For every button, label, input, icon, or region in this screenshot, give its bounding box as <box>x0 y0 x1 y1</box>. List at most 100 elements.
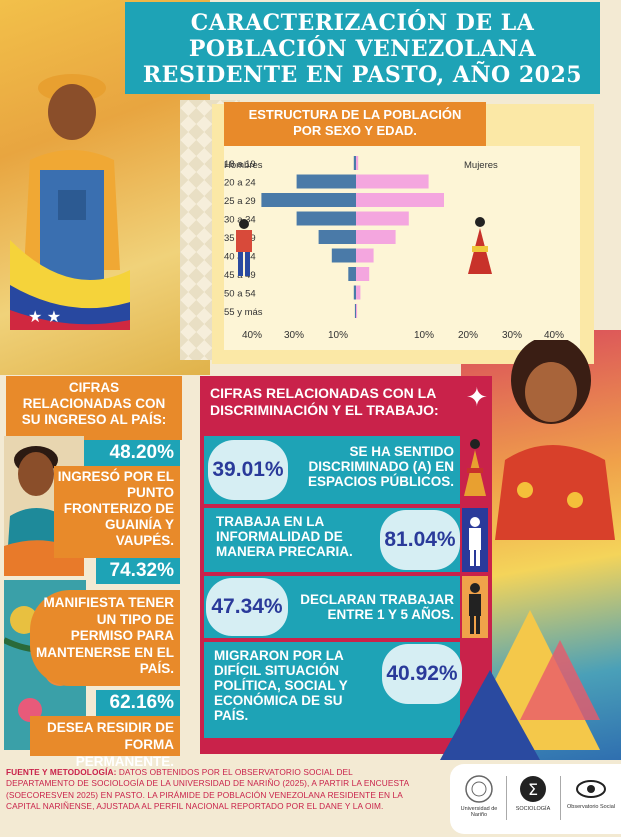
age-group-label: 25 a 29 <box>224 196 256 207</box>
x-tick-label: 40% <box>242 330 262 341</box>
x-tick-label: 10% <box>414 330 434 341</box>
informality-line-2: INFORMALIDAD DE <box>216 529 343 544</box>
entry-stat-2-line-2: UN TIPO DE <box>96 611 174 627</box>
age-group-label: 55 y más <box>224 307 263 318</box>
pyramid-title-line-1: ESTRUCTURA DE LA POBLACIÓN <box>248 107 462 122</box>
men-bar <box>296 174 356 189</box>
man-figure-icon <box>236 219 252 276</box>
entry-header-line-1: CIFRAS <box>68 380 120 395</box>
triangles-decoration <box>440 610 600 760</box>
svg-text:Σ: Σ <box>528 780 538 799</box>
university-seal-icon <box>465 775 493 803</box>
women-bar <box>356 285 361 300</box>
work-years-text: DECLARAN TRABAJAR ENTRE 1 Y 5 AÑOS. <box>290 592 454 622</box>
men-bar <box>331 248 356 263</box>
work-header-line-1: CIFRAS RELACIONADAS CON LA <box>210 385 437 401</box>
x-tick-label: 30% <box>502 330 522 341</box>
source-methodology-note: FUENTE Y METODOLOGÍA: DATOS OBTENIDOS PO… <box>6 767 410 812</box>
entry-stat-2-text: MANIFIESTA TENER UN TIPO DE PERMISO PARA… <box>30 590 180 686</box>
migration-line-5: PAÍS. <box>214 708 249 723</box>
men-bar <box>261 193 356 207</box>
entry-stat-2-line-3: PERMISO PARA <box>70 628 174 643</box>
eye-icon <box>576 780 606 798</box>
woman-icon <box>464 439 486 496</box>
worker-icon <box>462 508 488 572</box>
sociology-logo: Σ SOCIOLOGÍA <box>510 774 556 812</box>
x-tick-label: 20% <box>458 330 478 341</box>
discrimination-percent: 39.01% <box>208 440 288 500</box>
age-group-label: 18 a 19 <box>224 159 256 170</box>
entry-stat-1-line-4: GUAINÍA Y <box>104 517 174 532</box>
source-text: DATOS OBTENIDOS POR EL OBSERVATORIO SOCI… <box>6 767 409 811</box>
men-bar <box>353 156 356 170</box>
men-bar <box>348 267 356 281</box>
women-bar <box>356 174 429 189</box>
observatory-logo-text: Observatorio Social <box>567 804 615 810</box>
entry-stat-2-line-5: PAÍS. <box>139 661 174 676</box>
title-line-1: CARACTERIZACIÓN DE LA <box>190 10 535 36</box>
entry-stat-3-percent: 62.16% <box>96 690 180 716</box>
women-bar <box>356 156 359 170</box>
sociology-logo-text: SOCIOLOGÍA <box>515 806 551 812</box>
work-header-line-2: DISCRIMINACIÓN Y EL TRABAJO: <box>210 402 439 418</box>
entry-stats-title: CIFRAS RELACIONADAS CON SU INGRESO AL PA… <box>6 380 182 428</box>
entry-header-line-2: RELACIONADAS CON <box>22 396 166 411</box>
migration-line-2: DIFÍCIL SITUACIÓN <box>214 663 340 678</box>
informality-text: TRABAJA EN LA INFORMALIDAD DE MANERA PRE… <box>216 514 376 559</box>
age-group-label: 20 a 24 <box>224 178 256 189</box>
svg-text:★ ★: ★ ★ <box>28 309 61 326</box>
informality-percent: 81.04% <box>380 510 460 570</box>
title-line-2: POBLACIÓN VENEZOLANA <box>188 36 537 62</box>
migration-reason-text: MIGRARON POR LA DIFÍCIL SITUACIÓN POLÍTI… <box>214 648 384 723</box>
entry-stat-3-line-1: DESEA RESIDIR DE <box>46 720 174 735</box>
age-group-label: 50 a 54 <box>224 289 256 300</box>
pyramid-header: ESTRUCTURA DE LA POBLACIÓN POR SEXO Y ED… <box>224 102 486 146</box>
businessman-icon <box>462 576 488 638</box>
women-bar <box>356 193 444 207</box>
man-illustration: ★ ★ <box>10 74 130 330</box>
men-bar <box>296 211 356 226</box>
women-bar <box>356 304 358 318</box>
x-tick-label: 30% <box>284 330 304 341</box>
migration-line-4: ECONÓMICA DE SU <box>214 693 343 708</box>
entry-stat-1-line-2: PUNTO <box>126 485 174 500</box>
men-bar <box>353 285 356 300</box>
entry-stat-1-line-1: INGRESÓ POR EL <box>57 469 174 484</box>
x-tick-label: 40% <box>544 330 564 341</box>
discrimination-line-2: DISCRIMINADO (A) EN <box>308 459 455 474</box>
title-banner: CARACTERIZACIÓN DE LA POBLACIÓN VENEZOLA… <box>125 2 600 94</box>
page-title: CARACTERIZACIÓN DE LA POBLACIÓN VENEZOLA… <box>125 10 600 88</box>
entry-stat-2-percent: 74.32% <box>96 558 180 584</box>
migration-reason-percent: 40.92% <box>382 644 462 704</box>
men-bar <box>354 304 356 318</box>
woman-illustration <box>495 340 615 540</box>
informality-line-3: MANERA PRECARIA. <box>216 544 353 559</box>
entry-stat-3-line-2: FORMA PERMANENTE. <box>75 737 174 769</box>
sparkle-icon: ✦ <box>466 382 488 412</box>
x-tick-label: 10% <box>328 330 348 341</box>
observatory-logo: Observatorio Social <box>564 776 618 810</box>
entry-stat-2-line-4: MANTENERSE EN EL <box>35 644 174 660</box>
men-legend-label: Hombres <box>224 160 263 171</box>
sigma-icon: Σ <box>520 776 546 802</box>
work-years-percent: 47.34% <box>206 578 288 636</box>
discrimination-line-1: SE HA SENTIDO <box>349 444 454 459</box>
entry-stat-3-text: DESEA RESIDIR DE FORMA PERMANENTE. <box>30 716 180 769</box>
entry-stats-header: CIFRAS RELACIONADAS CON SU INGRESO AL PA… <box>6 376 182 440</box>
discrimination-line-3: ESPACIOS PÚBLICOS. <box>307 474 454 489</box>
entry-header-line-3: SU INGRESO AL PAÍS: <box>21 412 167 427</box>
women-legend-label: Mujeres <box>464 160 498 171</box>
women-bar <box>356 248 374 263</box>
university-logo-text: Universidad de Nariño <box>460 806 498 818</box>
women-bar <box>356 230 396 244</box>
pyramid-title-line-2: POR SEXO Y EDAD. <box>293 123 417 138</box>
logo-divider <box>560 776 561 820</box>
title-line-3: RESIDENTE EN PASTO, AÑO 2025 <box>142 62 583 88</box>
work-discrimination-title: CIFRAS RELACIONADAS CON LA DISCRIMINACIÓ… <box>210 385 460 419</box>
entry-stat-1-text: INGRESÓ POR EL PUNTO FRONTERIZO DE GUAIN… <box>54 466 180 558</box>
woman-figure-icon <box>468 217 492 274</box>
pyramid-title: ESTRUCTURA DE LA POBLACIÓN POR SEXO Y ED… <box>224 107 486 139</box>
